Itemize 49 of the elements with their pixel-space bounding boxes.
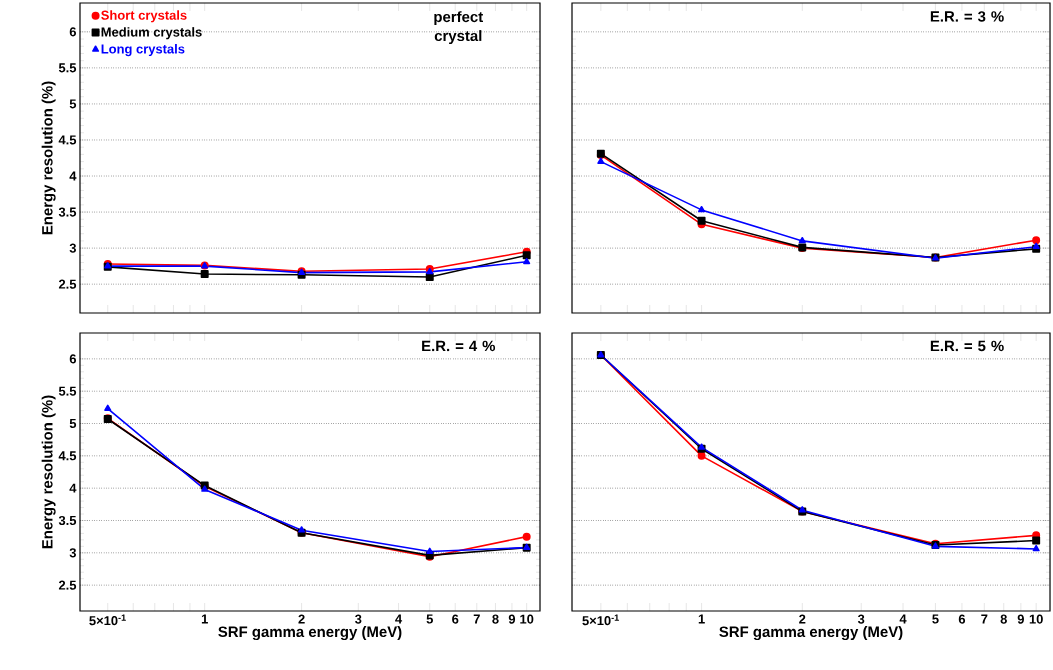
y-tick-label: 3 bbox=[69, 243, 77, 253]
x-tick-label: 5 bbox=[426, 614, 433, 624]
x-tick-label: 1 bbox=[698, 614, 705, 624]
y-tick-label: 5 bbox=[69, 99, 77, 109]
y-tick-label: 4 bbox=[69, 171, 77, 181]
x-tick-label: 2 bbox=[799, 614, 806, 624]
x-tick-label: 5×10$^{-1}$ bbox=[582, 614, 619, 626]
y-tick-label: 3 bbox=[69, 548, 77, 558]
y-tick-label: 3.5 bbox=[58, 515, 77, 526]
x-tick-label: 3 bbox=[857, 614, 865, 624]
x-tick-label: 7 bbox=[981, 614, 988, 624]
annotation: E.R. = 4 % bbox=[422, 340, 496, 352]
x-tick-label: 6 bbox=[958, 614, 966, 624]
x-tick-label: 9 bbox=[508, 614, 516, 624]
y-axis-title: Energy resolution (%) bbox=[41, 81, 56, 235]
legend-label: Long crystals bbox=[101, 44, 185, 57]
y-tick-label: 4.5 bbox=[58, 135, 77, 145]
x-tick-label: 10 bbox=[1029, 614, 1043, 624]
x-tick-label: 2 bbox=[298, 614, 305, 624]
y-axis-title: Energy resolution (%) bbox=[41, 395, 56, 549]
x-tick-label: 8 bbox=[492, 614, 499, 624]
y-tick-label: 5.5 bbox=[58, 386, 77, 396]
y-tick-label: 6 bbox=[69, 354, 77, 364]
x-axis-title: SRF gamma energy (MeV) bbox=[218, 626, 402, 641]
x-tick-label: 6 bbox=[452, 614, 459, 624]
x-tick-label: 10 bbox=[520, 614, 534, 624]
y-tick-label: 2.5 bbox=[58, 580, 77, 590]
y-tick-label: 5 bbox=[69, 419, 77, 429]
x-tick-label: 9 bbox=[1017, 614, 1024, 624]
x-axis-title: SRF gamma energy (MeV) bbox=[719, 626, 903, 641]
y-tick-label: 3.5 bbox=[58, 207, 77, 217]
annotation: perfect crystal bbox=[434, 11, 484, 45]
annotation: E.R. = 5 % bbox=[930, 340, 1004, 352]
x-tick-label: 8 bbox=[1000, 614, 1007, 624]
annotation: E.R. = 3 % bbox=[930, 11, 1004, 22]
x-tick-label: 7 bbox=[473, 614, 480, 624]
legend-label: Medium crystals bbox=[101, 27, 202, 40]
y-tick-label: 4 bbox=[69, 483, 77, 493]
y-tick-label: 2.5 bbox=[58, 279, 77, 289]
y-tick-label: 4.5 bbox=[58, 451, 77, 461]
x-tick-label: 4 bbox=[395, 614, 403, 624]
legend-label: Short crystals bbox=[101, 10, 187, 23]
x-tick-label: 3 bbox=[355, 614, 362, 624]
x-tick-label: 5×10$^{-1}$ bbox=[89, 614, 126, 626]
x-tick-label: 1 bbox=[201, 614, 208, 624]
x-tick-label: 4 bbox=[899, 614, 907, 624]
y-tick-label: 5.5 bbox=[58, 63, 77, 73]
y-tick-label: 6 bbox=[69, 27, 77, 37]
x-tick-label: 5 bbox=[932, 614, 939, 624]
